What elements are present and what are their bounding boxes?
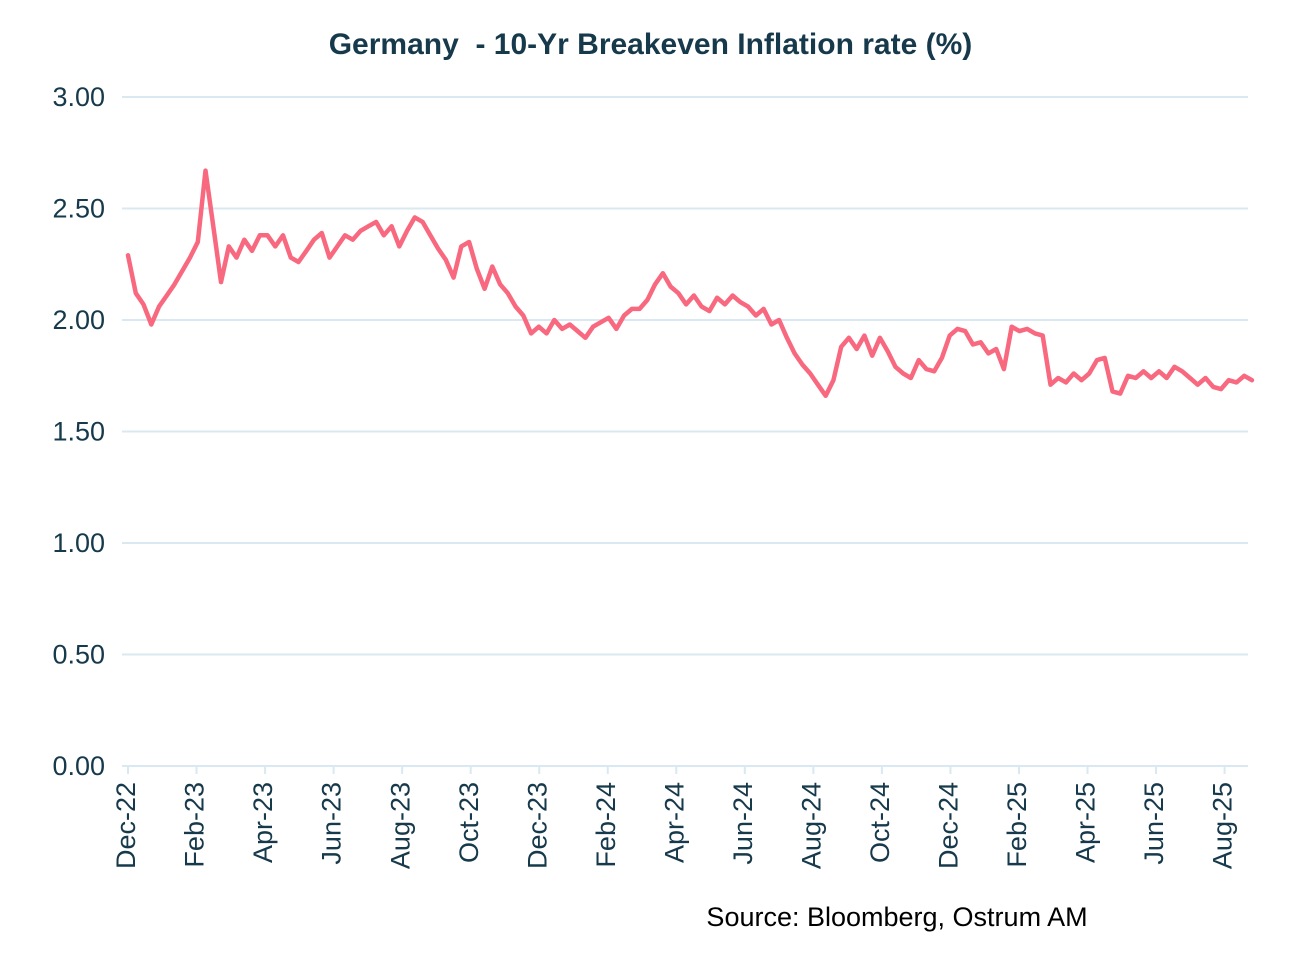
x-axis-label: Jun-23	[317, 782, 347, 865]
x-axis-label: Feb-23	[180, 782, 210, 868]
x-axis-label: Oct-24	[865, 782, 895, 863]
x-axis-label: Dec-24	[934, 782, 964, 869]
x-axis-label: Jun-25	[1139, 782, 1169, 865]
y-axis-label: 1.50	[52, 417, 105, 447]
x-axis-label: Feb-25	[1002, 782, 1032, 868]
x-axis-label: Aug-24	[796, 782, 826, 869]
x-axis-label: Aug-23	[385, 782, 415, 869]
y-axis-label: 2.50	[52, 194, 105, 224]
source-note: Source: Bloomberg, Ostrum AM	[706, 902, 1088, 932]
chart-canvas: 0.00 0.50 1.00 1.50 2.00 2.50 3.00 Dec-22 Feb-23…	[52, 82, 1255, 869]
x-axis-label: Jun-24	[728, 782, 758, 865]
x-axis-label: Dec-23	[522, 782, 552, 869]
x-axis-label: Dec-22	[111, 782, 141, 869]
x-axis-label: Apr-23	[248, 782, 278, 863]
y-axis-label: 3.00	[52, 82, 105, 112]
x-axis-label: Apr-24	[659, 782, 689, 863]
y-axis-label: 1.00	[52, 528, 105, 558]
y-axis-label: 2.00	[52, 305, 105, 335]
y-axis-label: 0.50	[52, 640, 105, 670]
chart-title: Germany - 10-Yr Breakeven Inflation rate…	[328, 28, 973, 61]
series-line	[125, 168, 1255, 399]
x-axis-label: Feb-24	[591, 782, 621, 868]
x-axis-label: Apr-25	[1071, 782, 1101, 863]
x-axis-label: Oct-23	[454, 782, 484, 863]
x-axis-label: Aug-25	[1208, 782, 1238, 869]
y-axis-label: 0.00	[52, 751, 105, 781]
